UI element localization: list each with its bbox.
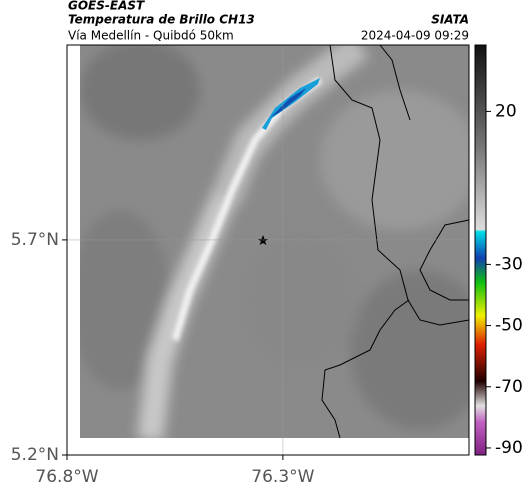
lon-tick-label: 76.8°W bbox=[35, 467, 98, 487]
colorbar-tick-label: -70 bbox=[495, 377, 523, 397]
colorbar-tick-label: 20 bbox=[495, 101, 517, 121]
colorbar-tick-label: -50 bbox=[495, 316, 523, 336]
source: GOES-EAST bbox=[68, 0, 145, 13]
colorbar-tick-label: -30 bbox=[495, 254, 523, 274]
map-frame bbox=[66, 44, 470, 456]
subtitle: Vía Medellín - Quibdó 50km bbox=[68, 29, 234, 43]
lat-tick-label: 5.7°N bbox=[11, 230, 59, 250]
lon-tick-label: 76.3°W bbox=[251, 467, 314, 487]
satellite-image bbox=[80, 45, 469, 438]
colorbar-tick-label: -90 bbox=[495, 438, 523, 458]
brand: SIATA bbox=[431, 13, 469, 27]
title: Temperatura de Brillo CH13 bbox=[68, 13, 255, 27]
colorbar bbox=[474, 44, 487, 456]
lat-tick-label: 5.2°N bbox=[11, 445, 59, 465]
timestamp: 2024-04-09 09:29 bbox=[361, 29, 469, 43]
